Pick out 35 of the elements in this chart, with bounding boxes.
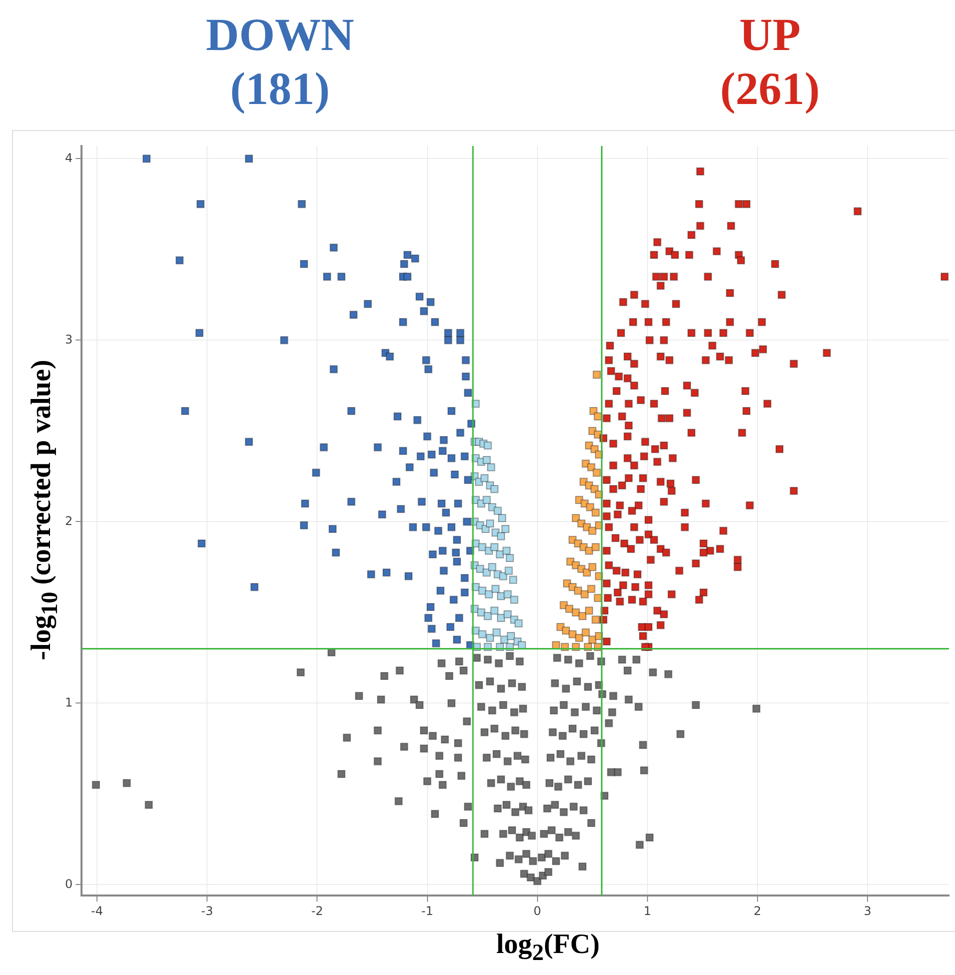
x-tick-label: -2: [311, 904, 324, 918]
point: [578, 612, 586, 620]
y-tick-label: 3: [64, 332, 73, 346]
x-tick-label: 3: [864, 904, 872, 918]
y-tick-label: 0: [64, 876, 73, 891]
point: [592, 370, 601, 379]
point: [580, 590, 589, 598]
x-tick-label: 1: [644, 904, 652, 918]
point: [572, 514, 580, 522]
point: [592, 468, 601, 477]
y-tick-label: 1: [64, 695, 73, 710]
point: [592, 616, 600, 624]
point: [592, 543, 600, 552]
x-tick-label: -3: [201, 904, 214, 918]
text: DOWN (181): [204, 8, 356, 116]
x-tick-label: 2: [754, 904, 762, 918]
point: [592, 508, 600, 517]
point: [582, 628, 590, 636]
x-tick-label: -4: [91, 904, 104, 918]
x-axis-title: log$_{2}$(FC): [496, 929, 600, 967]
text: UP (261): [719, 8, 821, 116]
point: [588, 526, 596, 535]
point: [574, 586, 582, 595]
point: [568, 630, 577, 638]
y-tick-label: 4: [64, 150, 73, 165]
x-tick-label: 0: [534, 904, 542, 918]
point: [575, 634, 584, 642]
point: [565, 604, 574, 613]
point: [587, 584, 596, 593]
point: [585, 606, 594, 615]
point: [585, 546, 594, 555]
point: [588, 563, 596, 572]
point: [582, 568, 591, 577]
y-tick-label: 2: [64, 514, 73, 528]
x-tick-label: -1: [421, 904, 434, 918]
